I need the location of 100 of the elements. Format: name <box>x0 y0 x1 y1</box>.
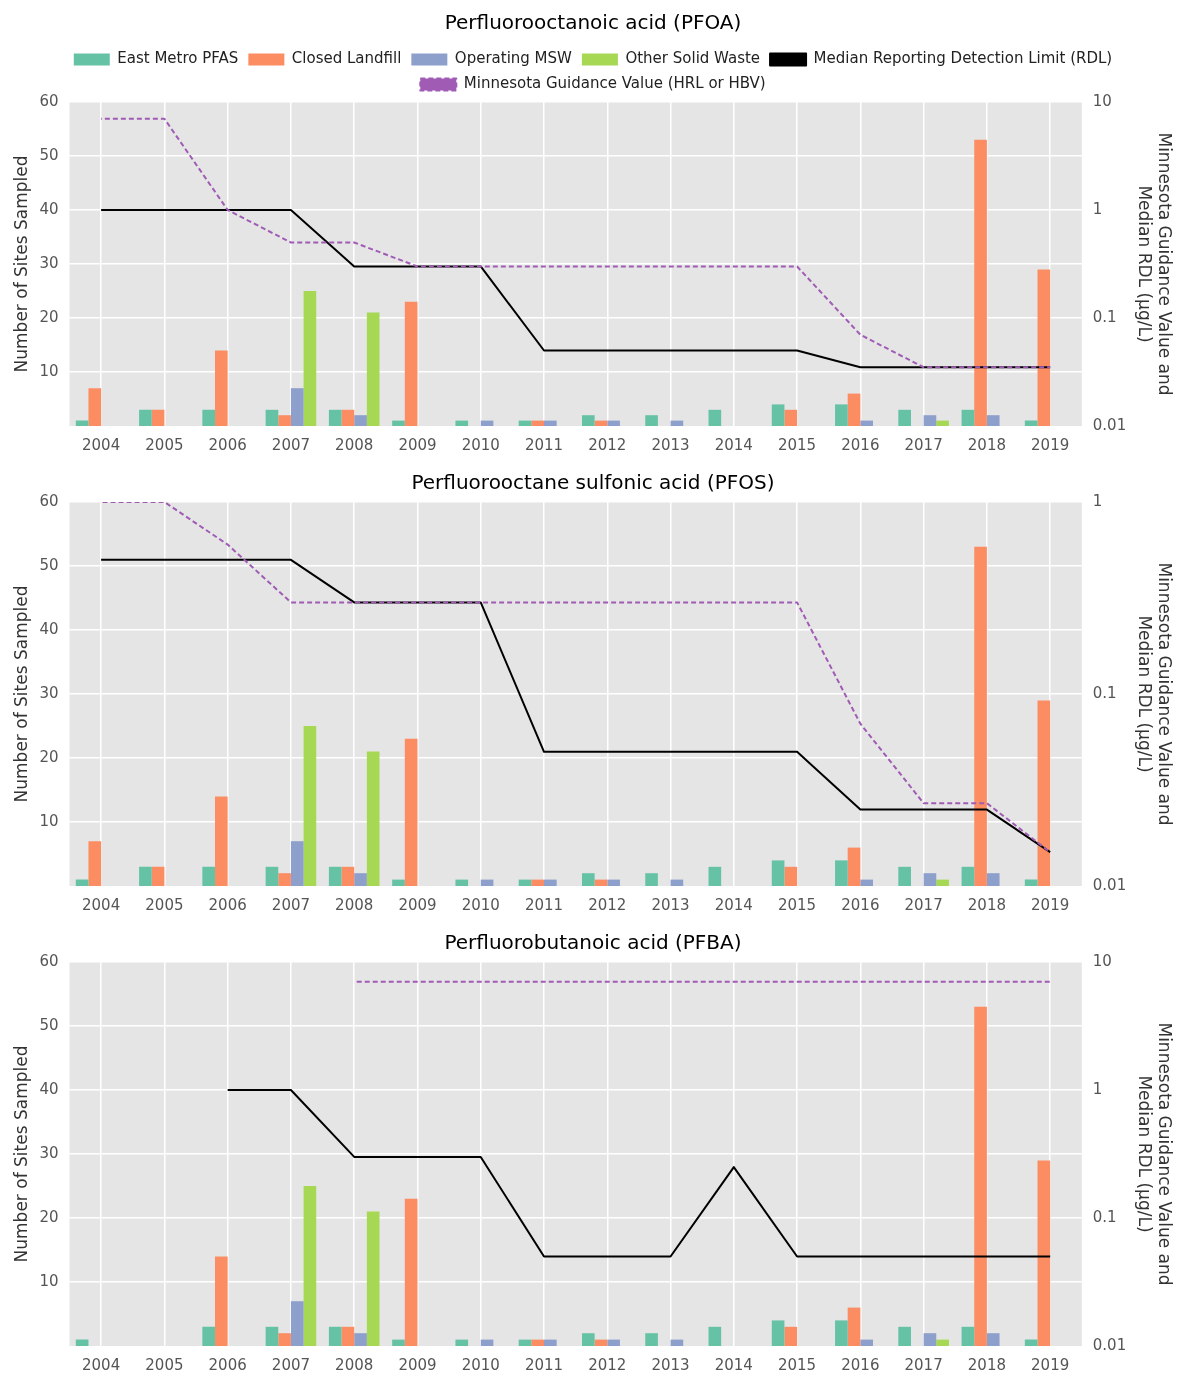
x-tick-label: 2011 <box>524 1355 564 1374</box>
y2-tick-label: 10 <box>1092 91 1112 110</box>
bar <box>708 1326 722 1346</box>
x-tick-label: 2014 <box>714 895 753 914</box>
chart-title: Perfluorooctane sulfonic acid (PFOS) <box>411 470 775 495</box>
line-series <box>100 117 1052 369</box>
x-tick-label: 2007 <box>271 895 311 914</box>
bar <box>265 866 279 886</box>
y-tick-label: 10 <box>39 1271 59 1290</box>
bar <box>607 1339 620 1346</box>
x-tick-label: 2016 <box>841 435 880 454</box>
x-tick-label: 2009 <box>398 895 437 914</box>
y-tick-label: 60 <box>39 491 59 510</box>
x-tick-label: 2014 <box>714 435 753 454</box>
bar <box>860 879 874 886</box>
bar <box>581 1333 595 1346</box>
bar <box>847 847 861 886</box>
y-tick-label: 20 <box>39 307 59 326</box>
bar <box>455 420 469 426</box>
bar <box>290 388 304 426</box>
bar <box>354 873 367 886</box>
y-tick-label: 10 <box>39 361 59 380</box>
y-axis-title: Number of Sites Sampled <box>10 155 31 373</box>
bar <box>544 879 557 886</box>
y2-axis-title: Minnesota Guidance Value and Median RDL (µg/L) <box>1134 562 1176 826</box>
bar <box>923 1333 937 1346</box>
x-tick-label: 2019 <box>1031 1355 1070 1374</box>
bar <box>544 1339 557 1346</box>
bar <box>607 420 620 426</box>
bar <box>354 1333 367 1346</box>
bar <box>392 879 405 886</box>
bar <box>898 866 911 886</box>
chart-title: Perfluorooctanoic acid (PFOA) <box>444 10 742 35</box>
x-tick-label: 2015 <box>777 1355 817 1374</box>
bar <box>303 726 317 886</box>
x-tick-label: 2016 <box>841 895 880 914</box>
bar <box>1037 269 1051 426</box>
bar <box>784 1326 798 1346</box>
y2-tick-label: 0.01 <box>1092 1335 1127 1354</box>
x-tick-label: 2012 <box>588 895 627 914</box>
bar <box>531 420 545 426</box>
bar <box>404 738 418 886</box>
bar <box>974 139 987 426</box>
bar <box>835 860 848 886</box>
y-tick-label: 50 <box>39 145 59 164</box>
bar <box>708 409 722 426</box>
x-tick-label: 2008 <box>335 435 374 454</box>
bar <box>366 751 380 886</box>
bar <box>581 415 595 426</box>
bar <box>392 1339 405 1346</box>
legend-label: Operating MSW <box>454 49 573 68</box>
x-tick-label: 2004 <box>82 1355 121 1374</box>
x-tick-label: 2007 <box>271 435 311 454</box>
bar <box>974 1006 987 1346</box>
x-tick-label: 2012 <box>588 1355 627 1374</box>
bar <box>139 866 152 886</box>
x-tick-label: 2008 <box>335 895 374 914</box>
y-tick-label: 60 <box>39 951 59 970</box>
y-tick-label: 20 <box>39 1207 59 1226</box>
x-tick-label: 2017 <box>904 895 943 914</box>
bar <box>328 1326 342 1346</box>
bar <box>151 866 165 886</box>
bar <box>835 1320 848 1346</box>
y-tick-label: 30 <box>39 683 59 702</box>
x-tick-label: 2010 <box>461 1355 500 1374</box>
x-tick-label: 2012 <box>588 435 627 454</box>
bar <box>328 409 342 426</box>
x-tick-label: 2019 <box>1031 435 1070 454</box>
y-axis-title: Number of Sites Sampled <box>10 585 31 803</box>
bar <box>1037 1160 1051 1346</box>
bar <box>860 420 874 426</box>
x-tick-label: 2010 <box>461 895 500 914</box>
y-tick-label: 10 <box>39 811 59 830</box>
x-tick-label: 2017 <box>904 435 943 454</box>
bar <box>607 879 620 886</box>
bar <box>986 415 1000 426</box>
y-tick-label: 40 <box>39 619 59 638</box>
x-tick-label: 2013 <box>651 435 690 454</box>
y-tick-label: 50 <box>39 555 59 574</box>
bar <box>923 415 937 426</box>
x-tick-label: 2018 <box>967 1355 1006 1374</box>
bar <box>1037 700 1051 886</box>
x-tick-label: 2006 <box>208 1355 247 1374</box>
bar <box>366 1211 380 1346</box>
y2-tick-label: 10 <box>1092 951 1112 970</box>
bar <box>354 415 367 426</box>
x-tick-label: 2017 <box>904 1355 943 1374</box>
bar <box>215 1256 228 1346</box>
bar <box>961 1326 975 1346</box>
bar <box>771 1320 785 1346</box>
bar <box>835 404 848 426</box>
y-tick-label: 30 <box>39 253 59 272</box>
bar <box>531 1339 545 1346</box>
legend-label: Other Solid Waste <box>625 49 761 68</box>
legend-label: Median Reporting Detection Limit (RDL) <box>813 49 1113 68</box>
bar <box>404 301 418 426</box>
x-tick-label: 2009 <box>398 435 437 454</box>
x-tick-label: 2004 <box>82 435 121 454</box>
bar <box>151 409 165 426</box>
bar <box>645 1333 658 1346</box>
